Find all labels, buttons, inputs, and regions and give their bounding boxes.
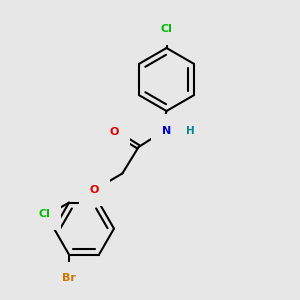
- Text: Cl: Cl: [38, 208, 50, 219]
- Text: O: O: [90, 185, 99, 195]
- Text: N: N: [162, 125, 171, 136]
- Text: O: O: [110, 127, 119, 137]
- Text: H: H: [186, 125, 195, 136]
- Text: Br: Br: [62, 273, 76, 284]
- Text: Cl: Cl: [160, 23, 172, 34]
